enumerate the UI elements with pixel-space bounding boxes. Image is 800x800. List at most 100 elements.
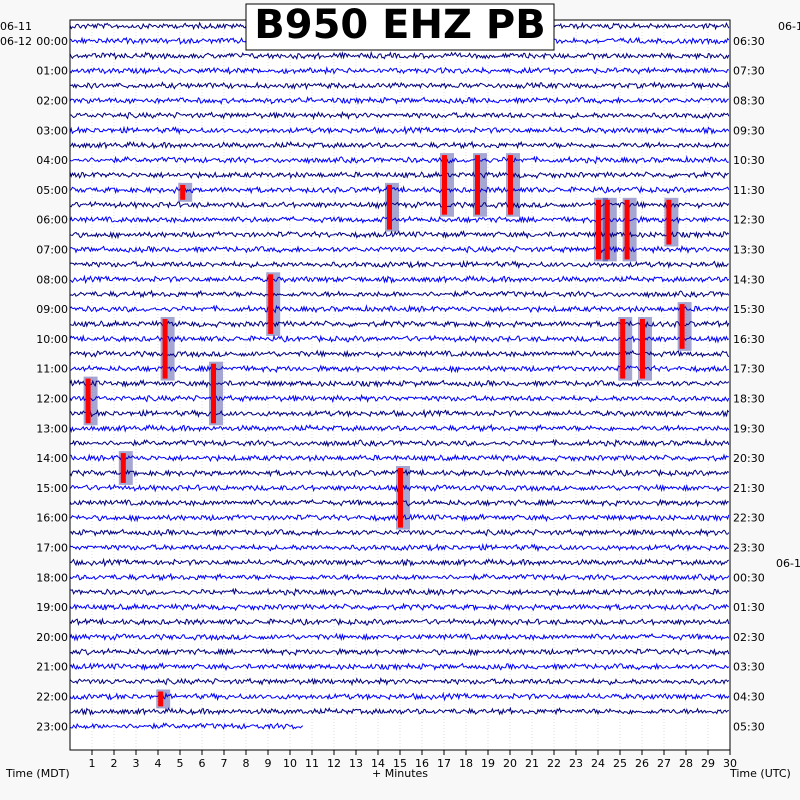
x-tick-label: 14: [371, 757, 385, 770]
x-tick-label: 23: [569, 757, 583, 770]
left-time-label: 21:00: [36, 661, 68, 674]
left-time-label: 23:00: [36, 720, 68, 733]
seismic-trace: [69, 617, 730, 627]
seismic-trace: [69, 438, 730, 448]
seismic-trace: [69, 96, 729, 106]
left-time-label: 14:00: [36, 452, 68, 465]
right-time-label: 11:30: [733, 184, 765, 197]
seismic-trace: [69, 379, 730, 389]
x-tick-label: 2: [111, 757, 118, 770]
right-time-label: 01:30: [733, 601, 765, 614]
clipped-event: [666, 199, 672, 245]
seismic-trace: [69, 170, 729, 180]
seismic-trace: [69, 334, 730, 344]
clipped-event: [475, 155, 480, 215]
left-date-top: 06-11: [0, 20, 32, 33]
x-tick-label: 12: [327, 757, 341, 770]
left-time-label: 20:00: [36, 631, 68, 644]
right-time-labels: 06:30 07:30 08:30 09:30 10:30 11:30 12:30 13:30…: [733, 35, 765, 733]
x-tick-label: 1: [89, 757, 96, 770]
left-time-labels: 00:00 01:00 02:00 03:00 04:00 05:00 06:00 07:00…: [36, 35, 68, 733]
clipped-event: [158, 691, 164, 707]
clipped-event: [640, 319, 645, 379]
seismic-trace: [69, 453, 729, 463]
seismic-trace: [69, 647, 730, 657]
trace-group: [69, 21, 730, 730]
plot-area: [70, 20, 730, 750]
clipped-event: [624, 199, 630, 260]
seismic-trace: [69, 230, 730, 240]
right-date-top: 06-1: [778, 20, 800, 33]
x-tick-label: 3: [133, 757, 140, 770]
x-label-center: + Minutes: [372, 767, 428, 780]
x-tick-label: 4: [155, 757, 162, 770]
seismic-trace: [69, 80, 730, 91]
right-time-label: 13:30: [733, 244, 765, 257]
seismic-trace: [69, 364, 729, 374]
left-time-label: 00:00: [36, 35, 68, 48]
right-time-label: 15:30: [733, 303, 765, 316]
left-time-label: 22:00: [36, 691, 68, 704]
clipped-event: [85, 378, 91, 424]
x-tick-label: 7: [221, 757, 228, 770]
clipped-event: [211, 363, 216, 424]
clipped-event: [180, 184, 186, 200]
left-time-label: 06:00: [36, 214, 68, 227]
right-time-label: 03:30: [733, 661, 765, 674]
seismic-trace: [69, 408, 730, 419]
right-time-label: 00:30: [733, 571, 765, 584]
x-tick-label: 15: [393, 757, 407, 770]
seismic-trace: [69, 706, 729, 717]
clipped-event: [620, 319, 626, 379]
x-axis-ticks: 1 2 3 4 5 6 7 8 9 10 11 12 13 14 15 16 17 18 19 20 21 22 23 24 2…: [89, 750, 737, 770]
seismic-trace: [69, 274, 730, 285]
chart-title: B950 EHZ PB: [254, 2, 545, 48]
seismic-trace: [69, 215, 730, 225]
right-time-label: 02:30: [733, 631, 765, 644]
left-time-label: 13:00: [36, 422, 68, 435]
right-time-label: 14:30: [733, 273, 765, 286]
title-box: [245, 3, 555, 51]
x-tick-label: 29: [701, 757, 715, 770]
seismic-trace: [69, 65, 729, 75]
left-time-label: 11:00: [36, 363, 68, 376]
seismic-trace: [69, 542, 729, 553]
x-tick-label: 18: [459, 757, 473, 770]
seismic-trace: [69, 662, 730, 672]
right-time-label: 19:30: [733, 422, 765, 435]
x-label-right: Time (UTC): [729, 767, 791, 780]
seismic-trace: [69, 110, 730, 121]
clipped-event: [387, 184, 392, 230]
seismic-trace: [69, 632, 730, 642]
left-time-label: 07:00: [36, 244, 68, 257]
x-tick-label: 27: [657, 757, 671, 770]
x-tick-label: 26: [635, 757, 649, 770]
seismic-trace: [69, 140, 730, 150]
right-time-label: 05:30: [733, 720, 765, 733]
right-time-label: 12:30: [733, 214, 765, 227]
right-time-label: 23:30: [733, 542, 765, 555]
seismic-trace: [69, 50, 730, 61]
x-tick-label: 17: [437, 757, 451, 770]
left-date-second: 06-12: [0, 35, 32, 48]
x-tick-label: 6: [199, 757, 206, 770]
x-tick-label: 8: [243, 757, 250, 770]
seismic-trace: [69, 155, 729, 165]
left-time-label: 05:00: [36, 184, 68, 197]
x-tick-label: 30: [723, 757, 737, 770]
x-tick-label: 5: [177, 757, 184, 770]
right-time-label: 18:30: [733, 393, 765, 406]
left-time-label: 12:00: [36, 393, 68, 406]
left-time-label: 17:00: [36, 542, 68, 555]
right-time-label: 21:30: [733, 482, 765, 495]
x-label-left: Time (MDT): [5, 767, 70, 780]
seismic-trace: [69, 259, 729, 269]
left-time-label: 10:00: [36, 333, 68, 346]
seismic-trace: [69, 423, 730, 433]
x-tick-label: 22: [547, 757, 561, 770]
left-time-label: 09:00: [36, 303, 68, 316]
clipped-event: [508, 155, 513, 215]
right-time-label: 16:30: [733, 333, 765, 346]
right-time-label: 09:30: [733, 124, 765, 137]
